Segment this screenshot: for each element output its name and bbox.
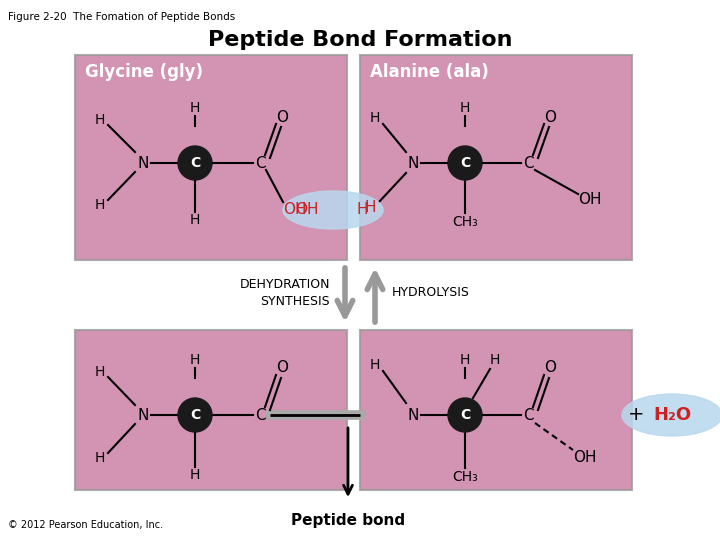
FancyBboxPatch shape — [360, 55, 632, 260]
Text: HYDROLYSIS: HYDROLYSIS — [392, 287, 470, 300]
Text: H₂O: H₂O — [653, 406, 691, 424]
Text: O: O — [276, 360, 288, 375]
Text: C: C — [523, 156, 534, 171]
Text: OH: OH — [573, 450, 597, 465]
Circle shape — [448, 146, 482, 180]
Text: Peptide bond: Peptide bond — [291, 512, 405, 528]
Text: H: H — [95, 198, 105, 212]
Text: H: H — [190, 213, 200, 227]
Text: C: C — [190, 408, 200, 422]
Text: Figure 2-20  The Fomation of Peptide Bonds: Figure 2-20 The Fomation of Peptide Bond… — [8, 12, 235, 22]
Text: OH: OH — [283, 202, 307, 218]
Text: H: H — [95, 365, 105, 379]
Text: OH: OH — [295, 202, 319, 218]
Text: +: + — [628, 406, 644, 424]
Text: H: H — [460, 101, 470, 115]
Text: C: C — [255, 408, 265, 422]
Text: H: H — [95, 451, 105, 465]
Text: H: H — [370, 358, 380, 372]
Text: © 2012 Pearson Education, Inc.: © 2012 Pearson Education, Inc. — [8, 520, 163, 530]
Text: C: C — [255, 156, 265, 171]
Text: CH₃: CH₃ — [452, 215, 478, 229]
Text: H: H — [95, 113, 105, 127]
Text: H: H — [370, 111, 380, 125]
Text: H: H — [190, 353, 200, 367]
Text: C: C — [460, 156, 470, 170]
Circle shape — [178, 146, 212, 180]
Ellipse shape — [283, 191, 383, 229]
Text: Glycine (gly): Glycine (gly) — [85, 63, 203, 81]
Text: Alanine (ala): Alanine (ala) — [370, 63, 489, 81]
Text: H: H — [190, 101, 200, 115]
Text: N: N — [408, 156, 419, 171]
Circle shape — [448, 398, 482, 432]
Text: C: C — [190, 156, 200, 170]
Text: H: H — [364, 200, 376, 215]
Text: N: N — [138, 156, 149, 171]
Text: O: O — [276, 111, 288, 125]
Text: H: H — [460, 353, 470, 367]
Text: Peptide Bond Formation: Peptide Bond Formation — [208, 30, 512, 50]
FancyBboxPatch shape — [75, 55, 347, 260]
Text: O: O — [544, 360, 556, 375]
Text: CH₃: CH₃ — [452, 470, 478, 484]
Text: OH: OH — [578, 192, 602, 207]
Circle shape — [178, 398, 212, 432]
Text: C: C — [460, 408, 470, 422]
Text: C: C — [523, 408, 534, 422]
Text: H: H — [190, 468, 200, 482]
FancyBboxPatch shape — [75, 330, 347, 490]
Ellipse shape — [622, 394, 720, 436]
Text: N: N — [408, 408, 419, 422]
Text: N: N — [138, 408, 149, 422]
FancyBboxPatch shape — [360, 330, 632, 490]
Text: H: H — [490, 353, 500, 367]
Text: DEHYDRATION
SYNTHESIS: DEHYDRATION SYNTHESIS — [240, 278, 330, 308]
Text: H: H — [356, 202, 368, 218]
Text: O: O — [544, 111, 556, 125]
